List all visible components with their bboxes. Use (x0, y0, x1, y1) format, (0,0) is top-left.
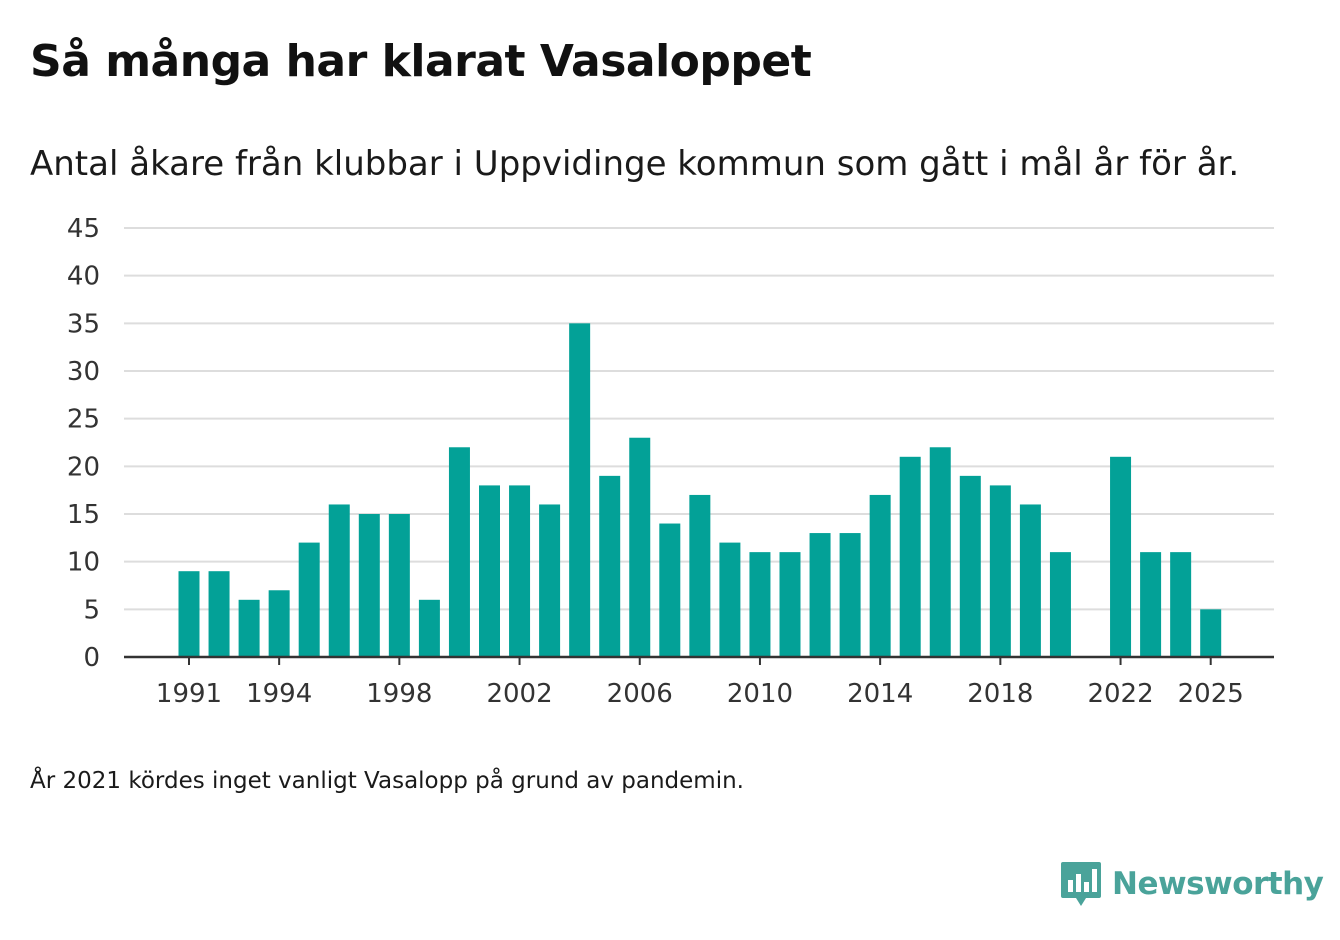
bar-2023 (1140, 552, 1162, 657)
bar-2014 (869, 494, 891, 657)
x-axis-ticks: 1991 1994 1998 2002 2006 2010 2014 2018 2022 2025 (156, 657, 1244, 709)
bar-1998 (388, 514, 410, 657)
y-tick-label: 25 (67, 405, 100, 435)
x-tick-label: 1991 (156, 679, 222, 709)
bar-2004 (569, 323, 591, 657)
bar-1991 (178, 571, 200, 657)
chart-bubble-icon (1061, 862, 1101, 906)
x-tick-label: 2025 (1178, 679, 1244, 709)
bar-2003 (539, 504, 561, 657)
bar-1992 (208, 571, 230, 657)
bar-2009 (719, 542, 741, 657)
bars (178, 323, 1222, 657)
y-tick-label: 0 (83, 643, 100, 673)
x-tick-label: 2014 (847, 679, 913, 709)
bar-2013 (839, 533, 861, 657)
x-tick-label: 2010 (727, 679, 793, 709)
bar-2017 (959, 475, 981, 657)
bar-2019 (1019, 504, 1041, 657)
bar-2001 (479, 485, 500, 657)
x-tick-label: 2006 (607, 679, 673, 709)
bar-1995 (298, 542, 320, 657)
bar-2020 (1049, 552, 1071, 657)
brand-name: Newsworthy (1112, 866, 1324, 902)
chart-title: Så många har klarat Vasaloppet (30, 36, 812, 87)
bar-2002 (509, 485, 531, 657)
bar-2010 (749, 552, 771, 657)
bar-2006 (629, 437, 651, 657)
bar-2015 (899, 456, 921, 657)
x-tick-label: 1994 (246, 679, 312, 709)
x-tick-label: 2002 (486, 679, 552, 709)
y-tick-label: 20 (67, 452, 100, 482)
x-tick-label: 1998 (366, 679, 432, 709)
y-tick-label: 30 (67, 357, 100, 387)
y-tick-label: 35 (67, 309, 100, 339)
y-tick-label: 40 (67, 262, 100, 292)
bar-2012 (809, 533, 831, 657)
bar-1996 (328, 504, 350, 657)
y-tick-label: 5 (83, 595, 100, 625)
y-tick-label: 15 (67, 500, 100, 530)
bar-1997 (358, 514, 380, 657)
bar-1993 (238, 599, 260, 657)
y-tick-label: 45 (67, 214, 100, 244)
newsworthy-logo: Newsworthy (1060, 860, 1324, 908)
bar-1994 (268, 590, 290, 657)
bar-2016 (929, 447, 951, 657)
bar-2008 (689, 494, 711, 657)
y-tick-label: 10 (67, 548, 100, 578)
x-tick-label: 2018 (967, 679, 1033, 709)
x-tick-label: 2022 (1087, 679, 1153, 709)
bar-2005 (599, 475, 621, 657)
chart-subtitle: Antal åkare från klubbar i Uppvidinge ko… (30, 144, 1240, 184)
bar-2007 (659, 523, 681, 657)
footnote: År 2021 kördes inget vanligt Vasalopp på… (30, 768, 744, 794)
bar-2025 (1200, 609, 1222, 657)
bar-2018 (989, 485, 1011, 657)
bar-2022 (1110, 456, 1132, 657)
bar-2024 (1170, 552, 1192, 657)
bar-1999 (418, 599, 440, 657)
y-axis-ticks: 0 5 10 15 20 25 30 35 40 45 (67, 214, 100, 673)
bar-2000 (448, 447, 470, 657)
bar-2011 (779, 552, 801, 657)
